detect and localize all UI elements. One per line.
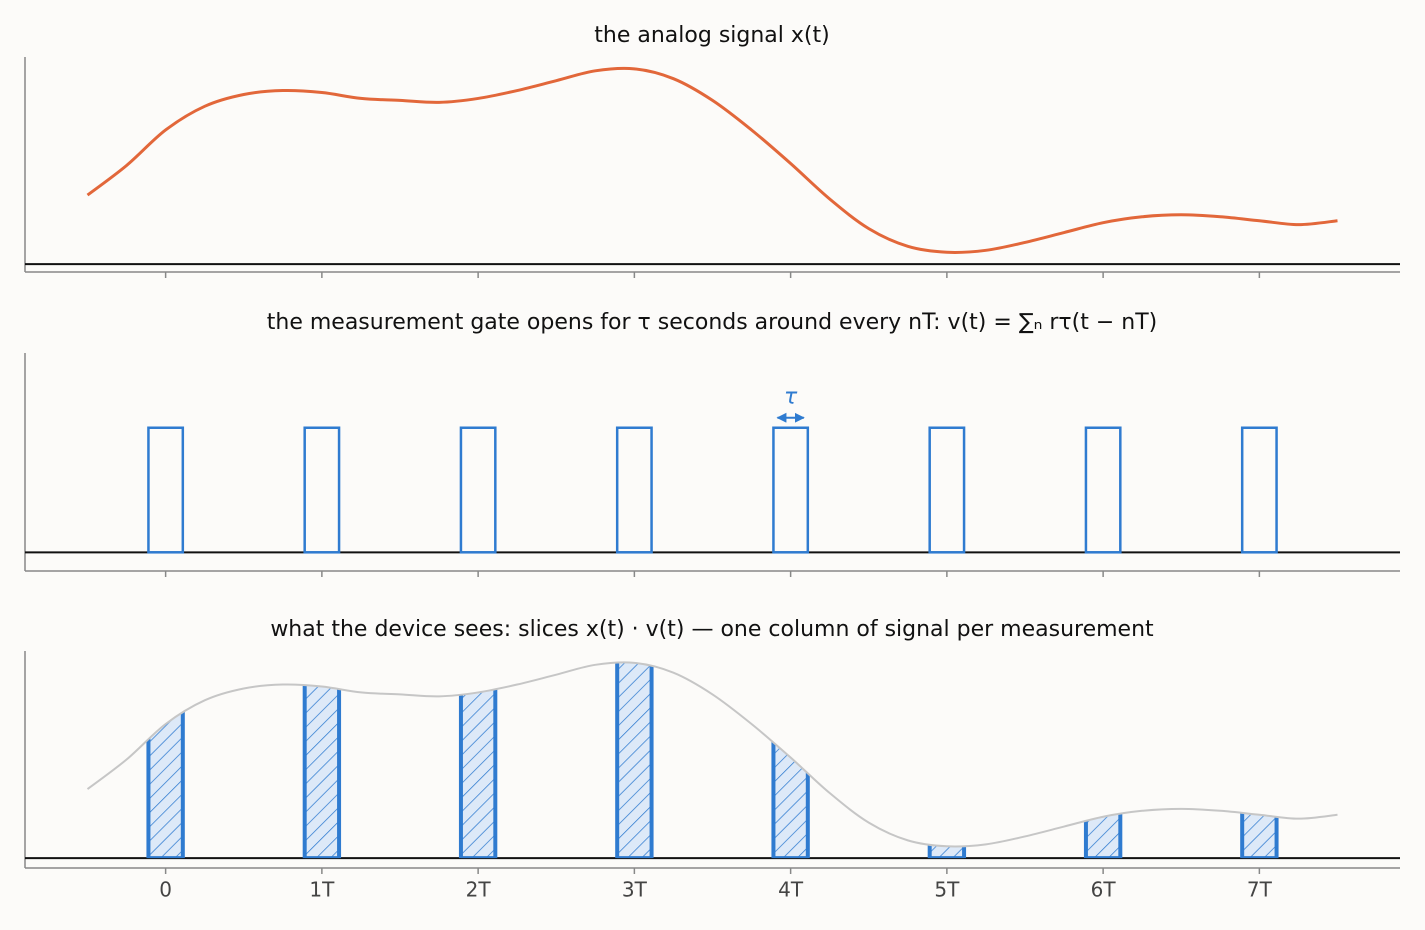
gate-pulse	[615, 426, 653, 554]
x-tick-label: 6T	[1091, 878, 1117, 902]
signal-slice	[771, 662, 810, 859]
x-tick-label: 4T	[778, 878, 804, 902]
x-tick-label: 5T	[934, 878, 960, 902]
gate-pulse	[772, 426, 810, 554]
x-tick-label: 7T	[1247, 878, 1273, 902]
x-tick-label: 1T	[309, 878, 335, 902]
gate-pulse	[459, 426, 497, 554]
gate-pulse	[1084, 426, 1122, 554]
gate-pulse	[303, 426, 341, 554]
panel-title: what the device sees: slices x(t) · v(t)…	[270, 617, 1154, 642]
x-tick-label: 0	[159, 878, 172, 902]
gate-pulse	[147, 426, 185, 554]
panel-title: the analog signal x(t)	[594, 23, 829, 48]
signal-slice	[927, 662, 967, 859]
signal-slice	[146, 662, 185, 859]
signal-curve	[86, 661, 1338, 848]
x-tick-label: 3T	[622, 878, 648, 902]
signal-slice	[615, 662, 654, 859]
panel-title: the measurement gate opens for τ seconds…	[267, 310, 1158, 335]
signal-slice	[458, 662, 498, 859]
tau-label: τ	[784, 385, 798, 410]
signal-slice	[302, 662, 342, 859]
signal-slice	[1240, 662, 1279, 859]
x-tick-label: 2T	[466, 878, 492, 902]
gate-pulse	[1240, 426, 1278, 554]
signal-line	[86, 66, 1338, 254]
signal-slice	[1083, 662, 1123, 859]
gate-pulse	[928, 426, 966, 554]
